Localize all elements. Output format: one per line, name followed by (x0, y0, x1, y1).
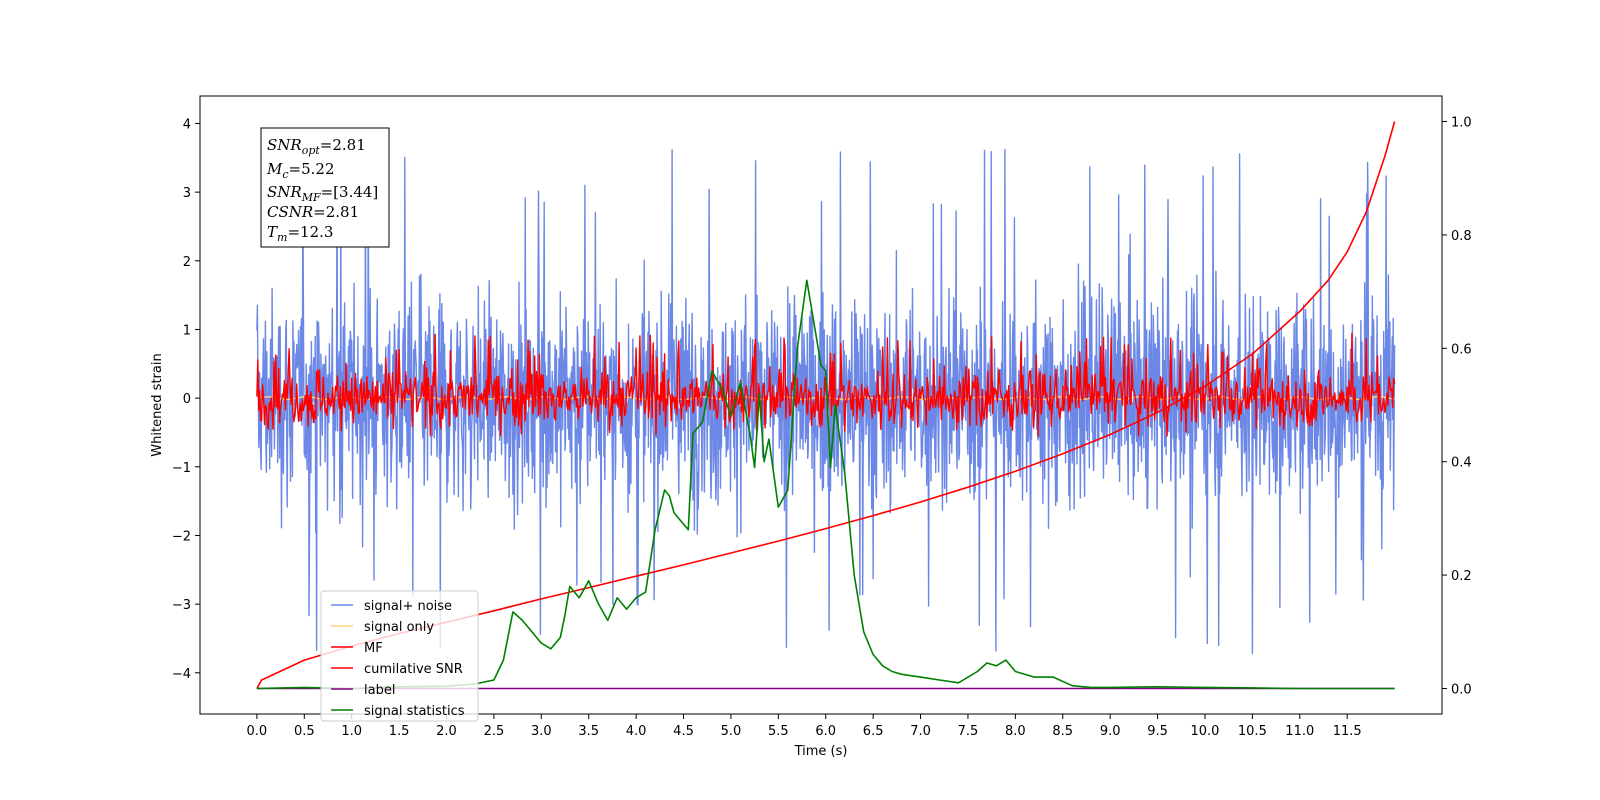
x-tick-label: 11.5 (1333, 724, 1362, 739)
legend-box (320, 590, 479, 722)
x-tick-label: 6.5 (863, 724, 884, 739)
y2-tick-label: 0.4 (1451, 456, 1472, 471)
y2-tick-label: 0.0 (1451, 682, 1472, 697)
y-axis-right: 1.0 0.8 0.6 0.4 0.2 0.0 (1442, 116, 1472, 697)
x-tick-label: 5.0 (721, 724, 742, 739)
y-tick-label: −4 (172, 667, 191, 682)
x-tick-label: 4.5 (673, 724, 694, 739)
x-tick-label: 1.5 (389, 724, 410, 739)
x-tick-label: 3.5 (578, 724, 599, 739)
x-tick-label: 0.0 (247, 724, 268, 739)
y-tick-label: −3 (172, 598, 191, 613)
x-tick-label: 9.5 (1147, 724, 1168, 739)
legend-label: label (364, 683, 395, 698)
annotation-tm: Tm=12.3 (267, 223, 333, 244)
x-tick-label: 2.5 (484, 724, 505, 739)
plot-frame (199, 95, 1443, 715)
annotation-box (260, 127, 390, 248)
y2-tick-label: 0.2 (1451, 569, 1472, 584)
y-tick-label: 1 (183, 323, 191, 338)
x-tick-label: 6.0 (815, 724, 836, 739)
x-tick-label: 9.0 (1100, 724, 1121, 739)
series-mf (256, 332, 1396, 437)
legend-label: MF (364, 641, 383, 656)
legend-label: signal only (364, 620, 434, 635)
x-axis: 0.0 0.5 1.0 1.5 2.0 2.5 3.0 3.5 4.0 4.5 5.0 5.5 6.0 6… (247, 714, 1362, 739)
x-tick-label: 11.0 (1285, 724, 1314, 739)
x-tick-label: 8.0 (1005, 724, 1026, 739)
y2-tick-label: 1.0 (1451, 116, 1472, 131)
x-tick-label: 4.0 (626, 724, 647, 739)
annotation-csnr: CSNR=2.81 (267, 203, 359, 221)
legend: signal+ noise signal only MF cumilative SNR… (320, 590, 479, 722)
y-tick-label: −1 (172, 461, 191, 476)
x-tick-label: 5.5 (768, 724, 789, 739)
x-axis-label: Time (s) (794, 744, 848, 759)
series-signal-statistics (256, 279, 1395, 690)
stats-annotation: SNRopt=2.81 Mc=5.22 SNRMF=[3.44] CSNR=2.… (260, 127, 390, 248)
x-tick-label: 7.0 (910, 724, 931, 739)
y2-tick-label: 0.6 (1451, 342, 1472, 357)
y-tick-label: 0 (183, 392, 191, 407)
legend-label: cumilative SNR (364, 662, 463, 677)
series-signal-noise (256, 138, 1396, 655)
y-tick-label: 3 (183, 186, 191, 201)
annotation-mc: Mc=5.22 (266, 160, 335, 181)
y-tick-label: −2 (172, 529, 191, 544)
annotation-snr-mf: SNRMF=[3.44] (267, 183, 378, 204)
y-tick-label: 2 (183, 255, 191, 270)
x-tick-label: 2.0 (436, 724, 457, 739)
x-tick-label: 3.0 (531, 724, 552, 739)
x-tick-label: 10.0 (1191, 724, 1220, 739)
x-tick-label: 8.5 (1052, 724, 1073, 739)
x-tick-label: 7.5 (958, 724, 979, 739)
y-axis-label: Whitened strain (150, 353, 165, 456)
x-tick-label: 10.5 (1238, 724, 1267, 739)
y2-tick-label: 0.8 (1451, 229, 1472, 244)
annotation-snr-opt: SNRopt=2.81 (267, 136, 366, 157)
legend-label: signal statistics (364, 704, 465, 719)
y-axis-left: 4 3 2 1 0 −1 −2 −3 −4 (172, 117, 200, 682)
y-tick-label: 4 (183, 117, 191, 132)
x-tick-label: 0.5 (294, 724, 315, 739)
x-tick-label: 1.0 (341, 724, 362, 739)
legend-label: signal+ noise (364, 599, 452, 614)
